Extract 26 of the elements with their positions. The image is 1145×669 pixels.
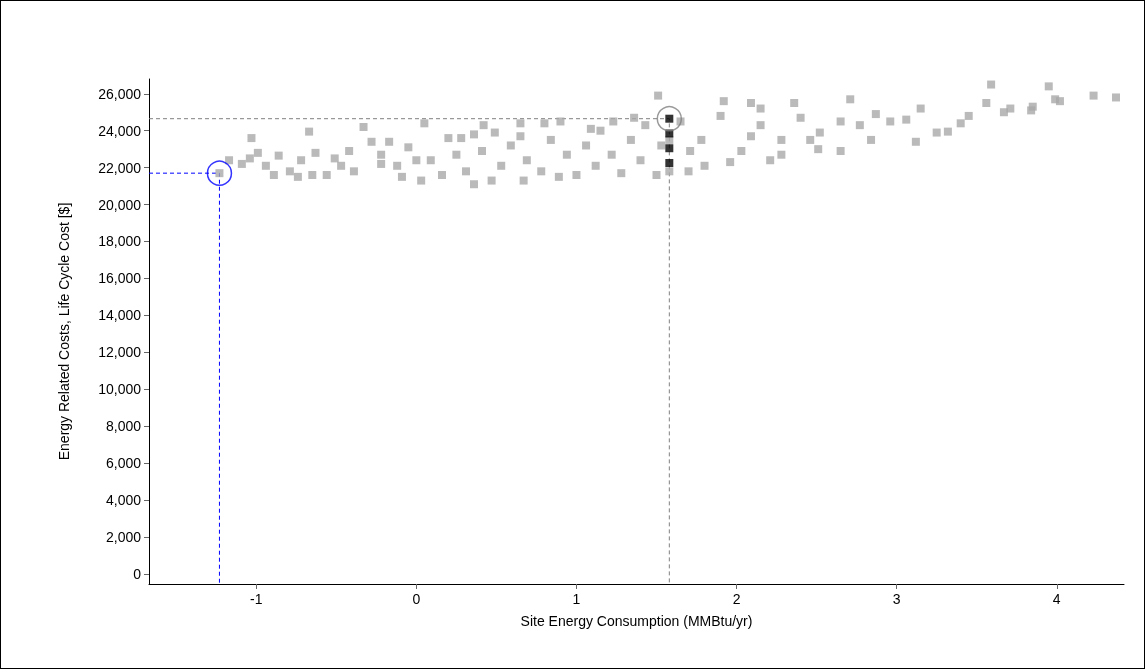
y-tick-label: 4,000 (105, 491, 142, 508)
y-tick-label: 0 (133, 565, 142, 582)
x-tick-label: 3 (892, 591, 901, 607)
x-tick-label: 0 (412, 591, 421, 607)
y-tick-label: 26,000 (98, 85, 142, 102)
y-tick-label: 16,000 (98, 270, 142, 287)
x-tick-label: 1 (572, 591, 581, 607)
x-axis-title: Site Energy Consumption (MMBtu/yr) (520, 613, 753, 629)
y-tick-label: 24,000 (98, 122, 142, 139)
x-tick-label: 4 (1052, 591, 1061, 607)
y-tick-label: 2,000 (105, 528, 142, 545)
x-tick-label: 2 (732, 591, 741, 607)
y-tick-label: 6,000 (105, 455, 142, 472)
point (656, 105, 683, 132)
y-tick-label: 10,000 (98, 381, 142, 398)
y-tick-label: 8,000 (105, 418, 142, 435)
point (665, 144, 674, 153)
y-axis-title: Energy Related Costs, Life Cycle Cost [$] (56, 202, 72, 461)
point (665, 159, 674, 168)
y-tick-label: 20,000 (98, 196, 142, 213)
y-tick-label: 14,000 (98, 307, 142, 324)
point (206, 160, 233, 186)
y-tick-label: 22,000 (98, 159, 142, 176)
y-tick-label: 12,000 (98, 344, 142, 361)
x-tick-label: -1 (250, 591, 263, 607)
y-tick-label: 18,000 (98, 233, 142, 250)
